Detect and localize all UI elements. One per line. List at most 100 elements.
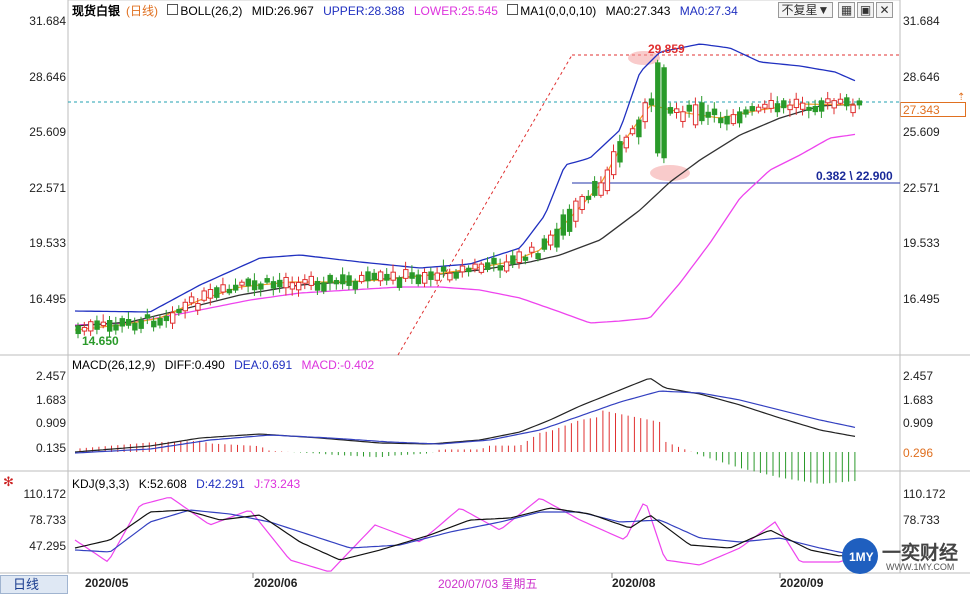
candle-body xyxy=(598,182,604,196)
candle-body xyxy=(447,272,453,281)
candle-body xyxy=(730,114,737,125)
logo-mark-icon: 1MY xyxy=(842,538,878,574)
macd-right-label: 1.683 xyxy=(903,393,934,407)
candle-body xyxy=(264,278,270,283)
candle-body xyxy=(818,100,825,112)
candle-body xyxy=(850,104,856,114)
right-price-label: 19.533 xyxy=(903,236,940,250)
candle-body xyxy=(440,266,447,272)
candle-body xyxy=(88,321,94,332)
macd-lines xyxy=(74,378,856,454)
right-price-label: 22.571 xyxy=(903,181,940,195)
boll-mid-path xyxy=(74,103,856,327)
kdj-left-label: 47.295 xyxy=(29,539,66,553)
candle-body xyxy=(119,318,125,327)
candle-body xyxy=(774,103,781,113)
candle-body xyxy=(579,196,585,211)
candle-body xyxy=(321,282,327,292)
candle-body xyxy=(573,200,579,222)
ma0-value-a: MA0:27.343 xyxy=(605,4,671,18)
candle-body xyxy=(485,262,491,270)
candle-body xyxy=(434,272,441,281)
candle-body xyxy=(692,104,699,126)
candle-body xyxy=(327,274,333,284)
right-price-label: 28.646 xyxy=(903,70,940,84)
candle-body xyxy=(535,253,541,260)
candle-body xyxy=(566,208,573,232)
right-price-label: 16.495 xyxy=(903,292,940,306)
candle-body xyxy=(289,282,296,290)
candle-body xyxy=(396,277,403,288)
candle-body xyxy=(636,119,642,138)
timeframe-tab[interactable]: 日线 xyxy=(0,575,68,594)
candle-body xyxy=(629,128,636,135)
candle-body xyxy=(270,281,277,289)
macd-right-label: 2.457 xyxy=(903,369,934,383)
candle-body xyxy=(100,321,107,327)
kdj-lines xyxy=(74,497,856,572)
macd-histogram xyxy=(79,410,856,484)
candle-body xyxy=(661,67,667,159)
candle-body xyxy=(667,107,674,114)
candle-body xyxy=(522,256,529,261)
candle-body xyxy=(787,104,793,111)
macd-left-label: 1.683 xyxy=(35,393,66,407)
adjust-dropdown[interactable]: 不复星▼ xyxy=(778,2,833,18)
left-price-label: 25.609 xyxy=(29,125,66,139)
candle-body xyxy=(132,322,138,331)
candle-body xyxy=(737,111,743,124)
candle-body xyxy=(844,97,850,107)
candle-body xyxy=(623,136,629,149)
candle-body xyxy=(176,308,182,314)
candlesticks xyxy=(75,59,863,339)
candle-body xyxy=(422,271,428,284)
kdj-right-label: 78.733 xyxy=(903,513,940,527)
candle-body xyxy=(277,279,283,288)
candle-body xyxy=(705,111,711,118)
candle-body xyxy=(188,296,195,304)
candle-body xyxy=(195,303,201,311)
right-price-label: 25.609 xyxy=(903,125,940,139)
macd-label: MACD(26,12,9) xyxy=(72,358,156,372)
candle-body xyxy=(541,238,548,250)
macd-dea: DEA:0.691 xyxy=(234,358,293,372)
candle-body xyxy=(548,234,554,246)
candle-body xyxy=(220,284,226,293)
candle-body xyxy=(384,273,390,281)
candle-body xyxy=(718,117,724,124)
candle-body xyxy=(226,288,233,294)
candle-body xyxy=(472,263,478,270)
ma-icon xyxy=(507,4,519,15)
candle-body xyxy=(403,269,409,279)
candle-body xyxy=(768,100,774,109)
kdj-label: KDJ(9,3,3) xyxy=(72,477,130,491)
candle-body xyxy=(837,98,844,104)
candle-body xyxy=(107,320,113,332)
kdj-right-label: 110.172 xyxy=(903,487,946,501)
date-label: 2020/05 xyxy=(85,576,129,590)
kdj-legend: KDJ(9,3,3) K:52.608 D:42.291 J:73.243 xyxy=(72,476,306,492)
candle-body xyxy=(604,169,611,192)
box-icon[interactable]: ▣ xyxy=(857,2,874,18)
candle-body xyxy=(233,284,239,291)
ma0-line xyxy=(74,103,855,331)
settings-gear-icon[interactable]: ✻ xyxy=(3,474,14,489)
grid-icon[interactable]: ▦ xyxy=(838,2,855,18)
close-icon[interactable]: ✕ xyxy=(876,2,893,18)
candle-body xyxy=(749,106,755,112)
boll-lower-line xyxy=(74,133,856,326)
candle-body xyxy=(686,104,692,112)
candle-body xyxy=(724,115,730,125)
candle-body xyxy=(365,271,371,282)
kdj-j: J:73.243 xyxy=(254,477,301,491)
ma-label: MA1(0,0,0,10) xyxy=(520,4,597,18)
candle-body xyxy=(163,316,170,322)
boll-mid-line xyxy=(74,103,856,327)
boll-icon xyxy=(167,4,179,15)
candle-body xyxy=(674,108,680,113)
candle-body xyxy=(459,265,466,273)
timeframe-tag: (日线) xyxy=(126,4,159,18)
macd-legend: MACD(26,12,9) DIFF:0.490 DEA:0.691 MACD:… xyxy=(72,357,380,373)
